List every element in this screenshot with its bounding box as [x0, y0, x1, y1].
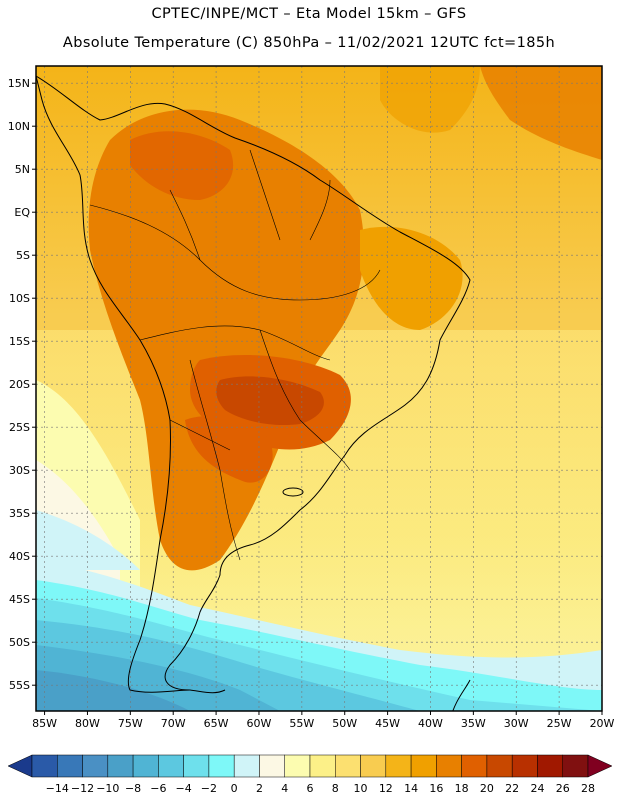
- colorbar-segment: [385, 754, 412, 778]
- longitude-label: 35W: [461, 717, 486, 730]
- colorbar-segment: [335, 754, 361, 778]
- colorbar-label: 18: [455, 782, 469, 795]
- colorbar-segment: [183, 754, 210, 778]
- colorbar-segment: [208, 754, 235, 778]
- colorbar-label: 14: [404, 782, 418, 795]
- longitude-label: 30W: [504, 717, 529, 730]
- latitude-label: EQ: [14, 206, 30, 219]
- latitude-label: 10N: [8, 120, 30, 133]
- colorbar-segment: [410, 754, 437, 778]
- longitude-label: 40W: [418, 717, 443, 730]
- latitude-label: 50S: [9, 636, 30, 649]
- colorbar-label: 4: [281, 782, 288, 795]
- temperature-field: [36, 66, 602, 711]
- latitude-label: 45S: [9, 593, 30, 606]
- map-subtitle: Absolute Temperature (C) 850hPa – 11/02/…: [62, 35, 556, 51]
- latitude-label: 55S: [9, 679, 30, 692]
- colorbar-segment: [461, 754, 488, 778]
- longitude-label: 45W: [375, 717, 400, 730]
- colorbar-segment: [511, 754, 538, 778]
- colorbar-label: −4: [176, 782, 192, 795]
- latitude-label: 20S: [9, 378, 30, 391]
- latitude-label: 25S: [9, 421, 30, 434]
- latitude-label: 5S: [16, 249, 30, 262]
- colorbar-label: 24: [530, 782, 544, 795]
- colorbar-label: −2: [201, 782, 217, 795]
- colorbar-min-arrow: [7, 754, 33, 778]
- colorbar-segment: [158, 754, 184, 778]
- colorbar-max-arrow: [587, 754, 613, 778]
- colorbar-segment: [486, 754, 513, 778]
- colorbar-label: 0: [231, 782, 238, 795]
- latitude-label: 10S: [9, 292, 30, 305]
- longitude-label: 20W: [590, 717, 615, 730]
- longitude-label: 25W: [547, 717, 572, 730]
- coastline: [36, 75, 471, 711]
- colorbar-label: −6: [150, 782, 166, 795]
- latitude-label: 40S: [9, 550, 30, 563]
- colorbar-segment: [107, 754, 134, 778]
- colorbar-label: −12: [71, 782, 94, 795]
- colorbar-label: 22: [505, 782, 519, 795]
- colorbar-label: 16: [429, 782, 443, 795]
- colorbar-label: 26: [556, 782, 570, 795]
- latitude-label: 15N: [8, 77, 30, 90]
- colorbar-segment: [259, 754, 285, 778]
- longitude-label: 85W: [32, 717, 57, 730]
- longitude-label: 80W: [75, 717, 100, 730]
- colorbar-label: 6: [307, 782, 314, 795]
- longitude-label: 60W: [247, 717, 272, 730]
- colorbar-segment: [31, 754, 58, 778]
- longitude-axis: 85W 80W 75W 70W 65W 60W 55W 50W 45W 40W 35W 30W 25W 2…: [32, 711, 615, 730]
- longitude-label: 55W: [289, 717, 314, 730]
- colorbar-segment: [284, 754, 311, 778]
- latitude-label: 30S: [9, 464, 30, 477]
- colorbar-label: 10: [354, 782, 368, 795]
- colorbar-label: 28: [581, 782, 595, 795]
- latitude-axis: 15N 10N 5N EQ 5S 10S 15S 20S 25S 30S 35S 40S 45S 50S 5…: [8, 77, 36, 692]
- colorbar-segment: [57, 754, 83, 778]
- map-gridlines: [36, 66, 602, 711]
- colorbar-label: 20: [480, 782, 494, 795]
- colorbar-label: 12: [379, 782, 393, 795]
- colorbar-segment: [82, 754, 109, 778]
- colorbar-segment: [233, 754, 260, 778]
- latitude-label: 15S: [9, 335, 30, 348]
- colorbar-segment: [309, 754, 336, 778]
- latitude-label: 5N: [15, 163, 30, 176]
- colorbar-label: 8: [332, 782, 339, 795]
- colorbar-segment: [537, 754, 563, 778]
- longitude-label: 50W: [332, 717, 357, 730]
- map-title: CPTEC/INPE/MCT – Eta Model 15km – GFS: [151, 6, 467, 22]
- colorbar-segment: [132, 754, 159, 778]
- map-frame: [35, 65, 603, 712]
- colorbar-label: −8: [125, 782, 141, 795]
- country-borders: [89, 149, 381, 561]
- longitude-label: 65W: [204, 717, 229, 730]
- colorbar-segment: [436, 754, 462, 778]
- colorbar-segment: [360, 754, 387, 778]
- colorbar-label: 2: [256, 782, 263, 795]
- colorbar-segment: [562, 754, 589, 778]
- latitude-label: 35S: [9, 507, 30, 520]
- longitude-label: 70W: [161, 717, 186, 730]
- color-scale-bar: −14 −12 −10 −8 −6 −4 −2 0 2 4 6 8 10 12 14 16 18 20 22 24 26…: [7, 754, 613, 795]
- colorbar-label: −14: [46, 782, 69, 795]
- longitude-label: 75W: [118, 717, 143, 730]
- colorbar-label: −10: [96, 782, 119, 795]
